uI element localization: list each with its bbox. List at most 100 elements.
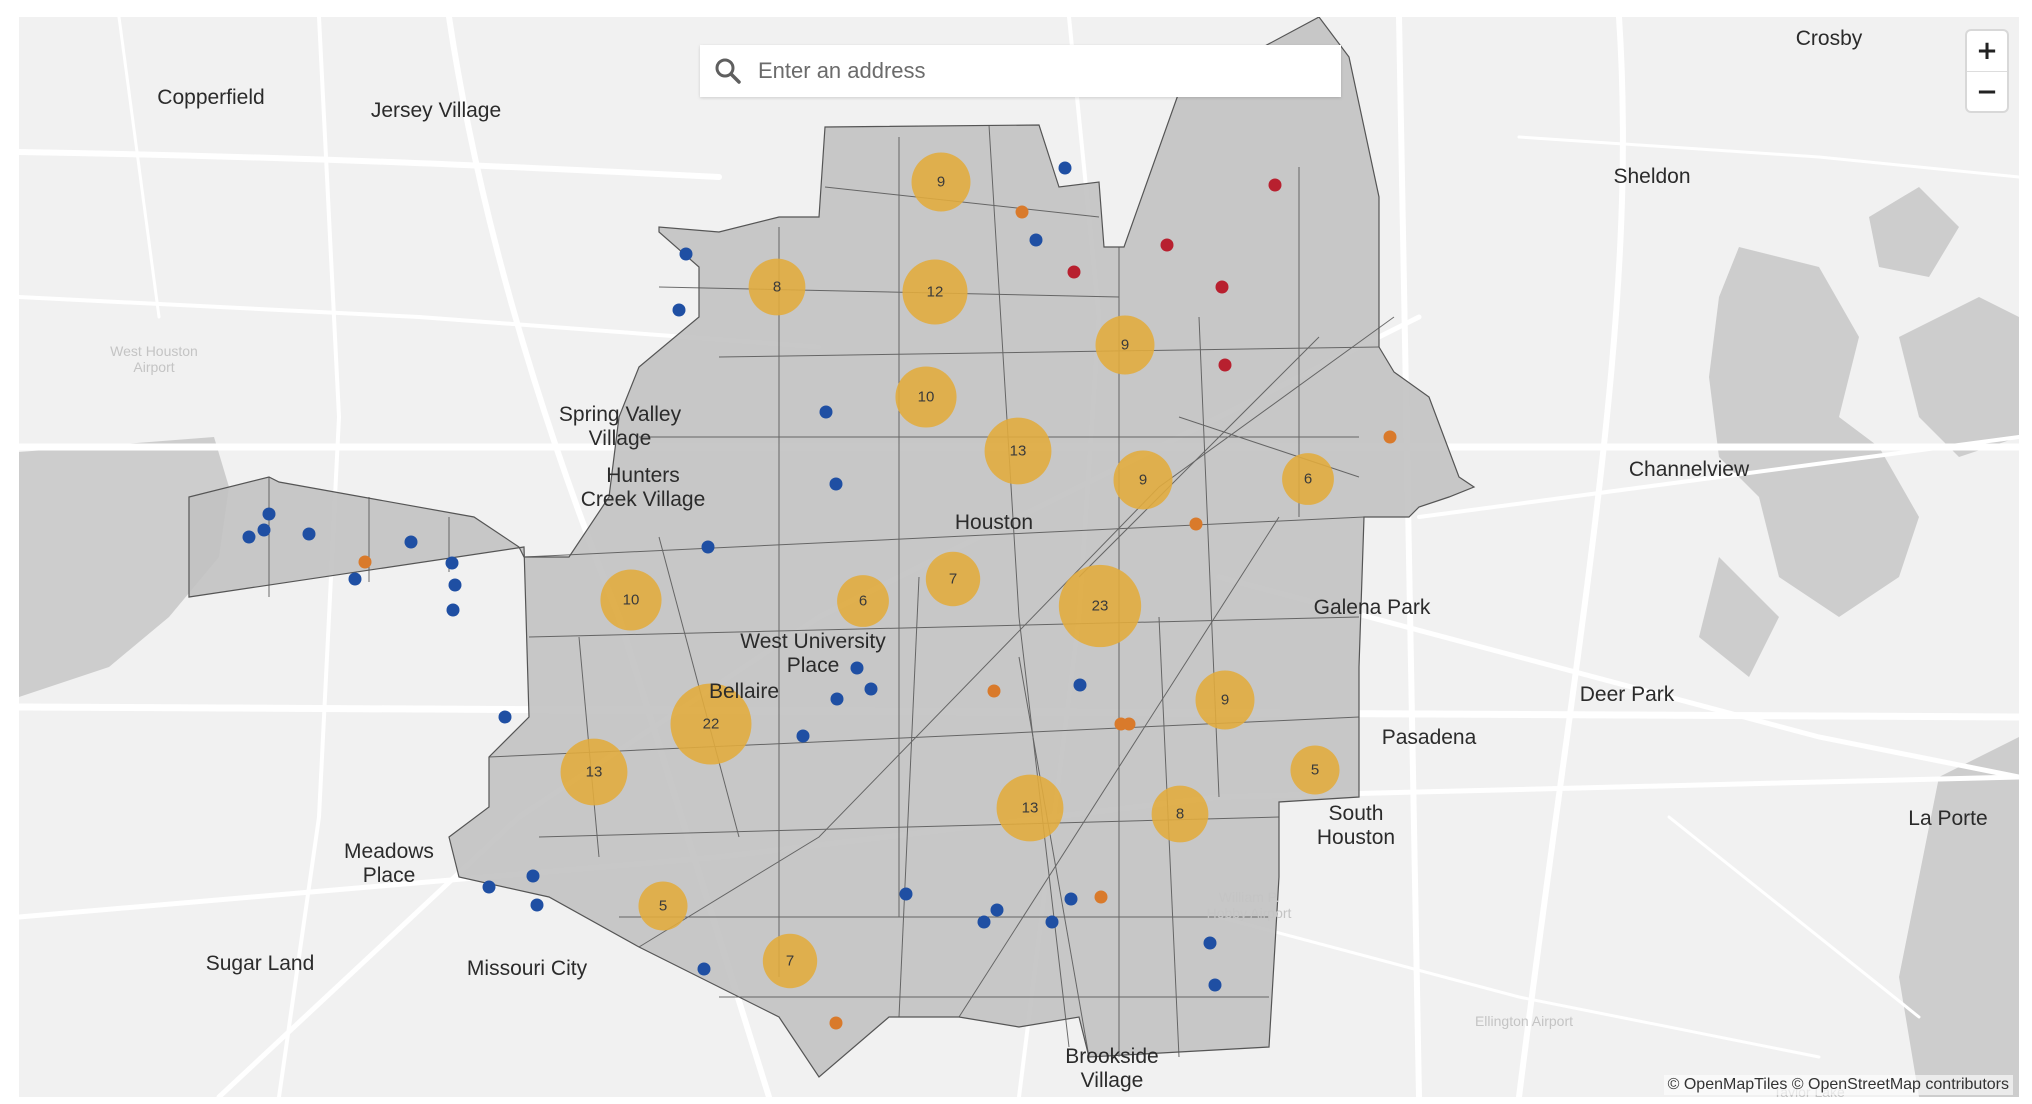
cluster-marker[interactable]: 10 bbox=[895, 366, 957, 428]
zoom-control: + − bbox=[1967, 31, 2007, 111]
map-point-blue[interactable] bbox=[701, 540, 715, 554]
map-point-orange[interactable] bbox=[987, 684, 1001, 698]
map-point-orange[interactable] bbox=[1122, 717, 1136, 731]
map-point-blue[interactable] bbox=[498, 710, 512, 724]
map-point-blue[interactable] bbox=[262, 507, 276, 521]
cluster-circle[interactable] bbox=[984, 417, 1052, 485]
cluster-circle[interactable] bbox=[996, 774, 1064, 842]
place-label-ellington-airport: Ellington Airport bbox=[1474, 1012, 1574, 1029]
map-canvas[interactable]: 9 8 12 9 10 13 9 6 7 6 10 23 22 9 13 5 13 8 5 7 bbox=[19, 17, 2019, 1097]
map-point-blue[interactable] bbox=[242, 530, 256, 544]
cluster-circle[interactable] bbox=[1058, 564, 1142, 648]
cluster-marker[interactable]: 7 bbox=[762, 933, 818, 989]
map-point-blue[interactable] bbox=[526, 869, 540, 883]
cluster-marker[interactable]: 13 bbox=[996, 774, 1064, 842]
cluster-circle[interactable] bbox=[911, 152, 971, 212]
map-point-blue[interactable] bbox=[448, 578, 462, 592]
cluster-circle[interactable] bbox=[1282, 453, 1334, 505]
cluster-circle[interactable] bbox=[560, 738, 628, 806]
address-search-input[interactable] bbox=[756, 57, 1320, 85]
cluster-circle[interactable] bbox=[925, 551, 981, 607]
cluster-marker[interactable]: 5 bbox=[638, 881, 688, 931]
map-point-red[interactable] bbox=[1160, 238, 1174, 252]
cluster-marker[interactable]: 23 bbox=[1058, 564, 1142, 648]
map-point-blue[interactable] bbox=[1029, 233, 1043, 247]
map[interactable]: 9 8 12 9 10 13 9 6 7 6 10 23 22 9 13 5 13 8 5 7 Copperfield… bbox=[19, 17, 2019, 1097]
map-point-blue[interactable] bbox=[530, 898, 544, 912]
map-point-blue[interactable] bbox=[830, 692, 844, 706]
openmaptiles-link[interactable]: © OpenMapTiles bbox=[1667, 1076, 1788, 1093]
map-point-blue[interactable] bbox=[899, 887, 913, 901]
map-point-red[interactable] bbox=[1215, 280, 1229, 294]
cluster-marker[interactable]: 13 bbox=[984, 417, 1052, 485]
map-point-blue[interactable] bbox=[1208, 978, 1222, 992]
cluster-circle[interactable] bbox=[1113, 450, 1173, 510]
cluster-circle[interactable] bbox=[748, 258, 806, 316]
address-search-box[interactable] bbox=[700, 45, 1341, 97]
map-point-red[interactable] bbox=[1268, 178, 1282, 192]
map-point-blue[interactable] bbox=[1045, 915, 1059, 929]
cluster-marker[interactable]: 7 bbox=[925, 551, 981, 607]
cluster-count-label: 13 bbox=[1010, 443, 1027, 460]
cluster-marker[interactable]: 5 bbox=[1290, 745, 1340, 795]
map-point-blue[interactable] bbox=[850, 661, 864, 675]
map-point-orange[interactable] bbox=[829, 1016, 843, 1030]
map-point-orange[interactable] bbox=[1189, 517, 1203, 531]
zoom-out-button[interactable]: − bbox=[1967, 72, 2007, 112]
map-point-blue[interactable] bbox=[672, 303, 686, 317]
map-point-orange[interactable] bbox=[1383, 430, 1397, 444]
cluster-marker[interactable]: 9 bbox=[911, 152, 971, 212]
cluster-count-label: 13 bbox=[1022, 800, 1039, 817]
cluster-circle[interactable] bbox=[1151, 785, 1209, 843]
map-point-blue[interactable] bbox=[348, 572, 362, 586]
map-point-orange[interactable] bbox=[1094, 890, 1108, 904]
map-point-blue[interactable] bbox=[697, 962, 711, 976]
cluster-marker[interactable]: 9 bbox=[1113, 450, 1173, 510]
cluster-marker[interactable]: 6 bbox=[1282, 453, 1334, 505]
map-point-blue[interactable] bbox=[977, 915, 991, 929]
cluster-marker[interactable]: 22 bbox=[670, 683, 752, 765]
map-point-blue[interactable] bbox=[404, 535, 418, 549]
map-point-blue[interactable] bbox=[864, 682, 878, 696]
map-point-blue[interactable] bbox=[446, 603, 460, 617]
map-point-blue[interactable] bbox=[1073, 678, 1087, 692]
cluster-circle[interactable] bbox=[895, 366, 957, 428]
zoom-in-button[interactable]: + bbox=[1967, 31, 2007, 71]
cluster-circle[interactable] bbox=[638, 881, 688, 931]
cluster-circle[interactable] bbox=[670, 683, 752, 765]
cluster-marker[interactable]: 10 bbox=[600, 569, 662, 631]
map-point-blue[interactable] bbox=[1203, 936, 1217, 950]
cluster-marker[interactable]: 8 bbox=[1151, 785, 1209, 843]
map-point-blue[interactable] bbox=[796, 729, 810, 743]
cluster-circle[interactable] bbox=[1195, 670, 1255, 730]
map-point-blue[interactable] bbox=[1058, 161, 1072, 175]
cluster-marker[interactable]: 13 bbox=[560, 738, 628, 806]
map-point-blue[interactable] bbox=[679, 247, 693, 261]
cluster-marker[interactable]: 6 bbox=[837, 575, 889, 627]
cluster-marker[interactable]: 9 bbox=[1095, 315, 1155, 375]
cluster-marker[interactable]: 12 bbox=[902, 259, 968, 325]
cluster-circle[interactable] bbox=[902, 259, 968, 325]
map-point-blue[interactable] bbox=[257, 523, 271, 537]
map-point-blue[interactable] bbox=[819, 405, 833, 419]
cluster-circle[interactable] bbox=[1290, 745, 1340, 795]
openstreetmap-link[interactable]: © OpenStreetMap contributors bbox=[1791, 1076, 2009, 1093]
cluster-count-label: 5 bbox=[1311, 762, 1319, 779]
map-point-blue[interactable] bbox=[482, 880, 496, 894]
cluster-circle[interactable] bbox=[837, 575, 889, 627]
map-point-blue[interactable] bbox=[445, 556, 459, 570]
map-point-red[interactable] bbox=[1218, 358, 1232, 372]
cluster-marker[interactable]: 9 bbox=[1195, 670, 1255, 730]
cluster-marker[interactable]: 8 bbox=[748, 258, 806, 316]
map-point-blue[interactable] bbox=[829, 477, 843, 491]
map-point-blue[interactable] bbox=[302, 527, 316, 541]
map-point-red[interactable] bbox=[1067, 265, 1081, 279]
cluster-circle[interactable] bbox=[1095, 315, 1155, 375]
map-point-orange[interactable] bbox=[1015, 205, 1029, 219]
cluster-count-label: 13 bbox=[586, 764, 603, 781]
cluster-circle[interactable] bbox=[762, 933, 818, 989]
map-point-blue[interactable] bbox=[1064, 892, 1078, 906]
map-point-orange[interactable] bbox=[358, 555, 372, 569]
map-point-blue[interactable] bbox=[990, 903, 1004, 917]
cluster-circle[interactable] bbox=[600, 569, 662, 631]
